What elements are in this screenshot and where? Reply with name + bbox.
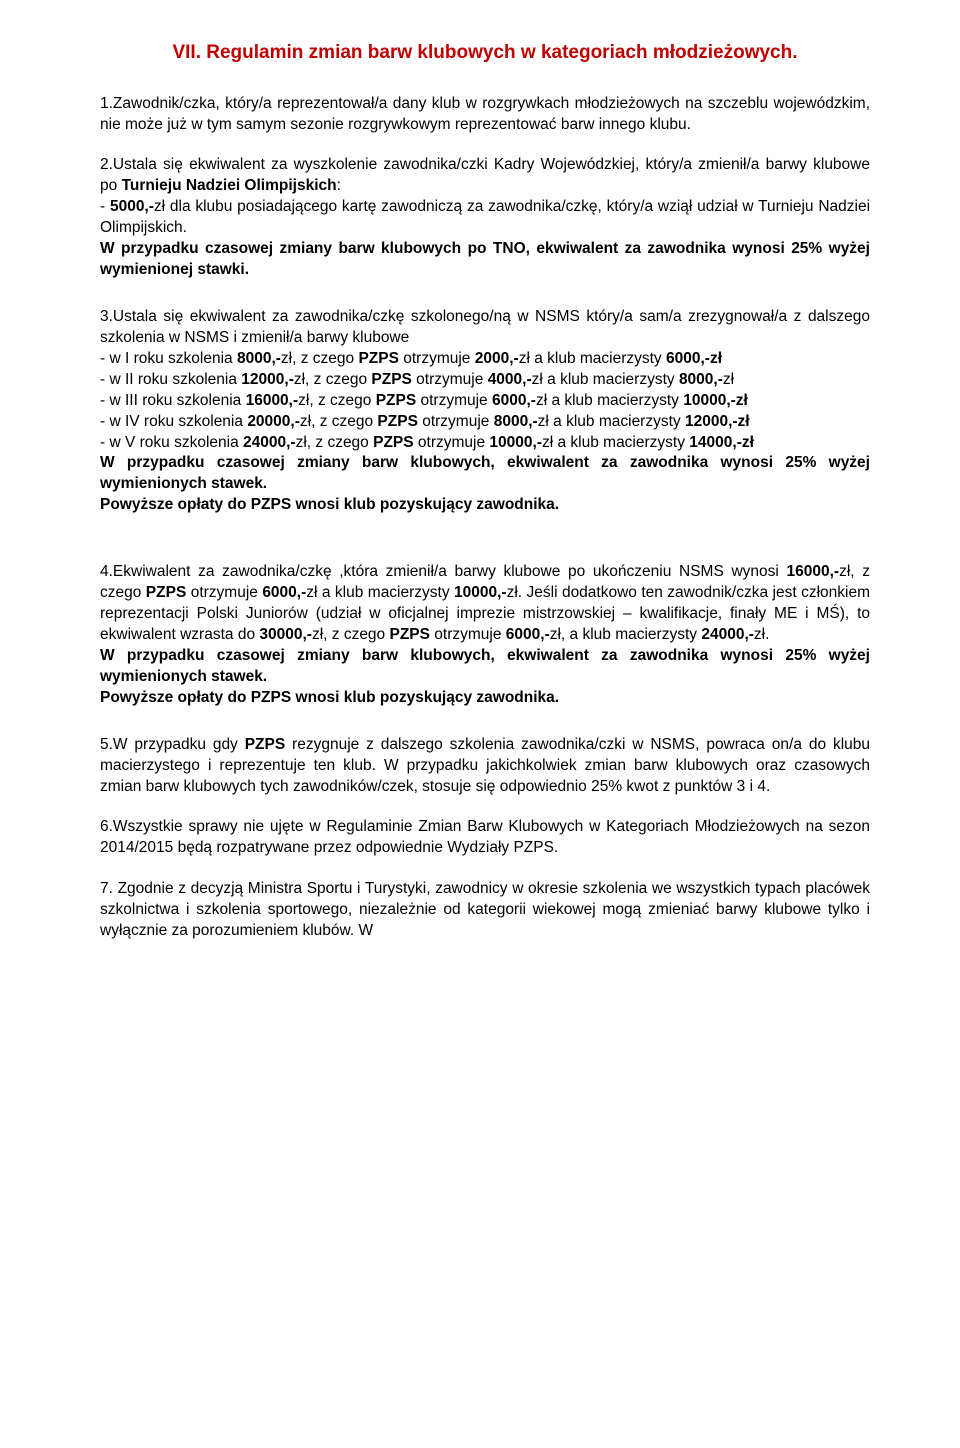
amount: 6000,- bbox=[492, 392, 536, 409]
amount: 20000,- bbox=[247, 413, 300, 430]
org: PZPS bbox=[358, 350, 398, 367]
org: PZPS bbox=[389, 626, 429, 643]
text: otrzymuje bbox=[399, 350, 475, 367]
amount: 2000,- bbox=[475, 350, 519, 367]
org: PZPS bbox=[371, 371, 411, 388]
text: otrzymuje bbox=[416, 392, 492, 409]
amount: 5000,- bbox=[110, 198, 154, 215]
text: 4.Ekwiwalent za zawodnika/czkę ,która zm… bbox=[100, 563, 787, 580]
text: zł, z czego bbox=[281, 350, 359, 367]
section-title: VII. Regulamin zmian barw klubowych w ka… bbox=[100, 40, 870, 66]
text-bold: Turnieju Nadziei Olimpijskich bbox=[122, 177, 337, 194]
text-bold: Powyższe opłaty do PZPS wnosi klub pozys… bbox=[100, 689, 559, 706]
text: otrzymuje bbox=[418, 413, 494, 430]
amount: 16000,- bbox=[787, 563, 840, 580]
text: zł, z czego bbox=[300, 413, 378, 430]
text: otrzymuje bbox=[430, 626, 506, 643]
amount: 6000,-zł bbox=[666, 350, 722, 367]
text: zł, z czego bbox=[298, 392, 376, 409]
amount: 10000,-zł bbox=[683, 392, 748, 409]
text: zł bbox=[723, 371, 734, 388]
text: zł, z czego bbox=[312, 626, 390, 643]
text: zł. bbox=[507, 584, 527, 601]
text: - w II roku szkolenia bbox=[100, 371, 241, 388]
text-bold: Powyższe opłaty do PZPS wnosi klub pozys… bbox=[100, 496, 559, 513]
text: zł a klub macierzysty bbox=[542, 434, 689, 451]
text: 5.W przypadku gdy bbox=[100, 736, 245, 753]
amount: 16000,- bbox=[246, 392, 299, 409]
text: otrzymuje bbox=[414, 434, 490, 451]
amount: 14000,-zł bbox=[689, 434, 754, 451]
amount: 4000,- bbox=[488, 371, 532, 388]
amount: 30000,- bbox=[259, 626, 312, 643]
org: PZPS bbox=[376, 392, 416, 409]
org: PZPS bbox=[146, 584, 186, 601]
org: PZPS bbox=[245, 736, 285, 753]
text: zł a klub macierzysty bbox=[532, 371, 679, 388]
amount: 12000,- bbox=[241, 371, 294, 388]
text: - w V roku szkolenia bbox=[100, 434, 243, 451]
text-bold: W przypadku czasowej zmiany barw klubowy… bbox=[100, 454, 870, 492]
text: otrzymuje bbox=[412, 371, 488, 388]
text: zł dla klubu posiadającego kartę zawodni… bbox=[100, 198, 870, 236]
text: - w III roku szkolenia bbox=[100, 392, 246, 409]
text: zł a klub macierzysty bbox=[519, 350, 666, 367]
amount: 24000,- bbox=[701, 626, 754, 643]
amount: 10000,- bbox=[454, 584, 507, 601]
text: otrzymuje bbox=[186, 584, 262, 601]
paragraph-2: 2.Ustala się ekwiwalent za wyszkolenie z… bbox=[100, 155, 870, 281]
amount: 8000,- bbox=[237, 350, 281, 367]
text: : bbox=[337, 177, 341, 194]
amount: 6000,- bbox=[506, 626, 550, 643]
amount: 8000,- bbox=[679, 371, 723, 388]
text: - w IV roku szkolenia bbox=[100, 413, 247, 430]
org: PZPS bbox=[377, 413, 417, 430]
amount: 24000,- bbox=[243, 434, 296, 451]
text: zł a klub macierzysty bbox=[536, 392, 683, 409]
text: zł a klub macierzysty bbox=[538, 413, 685, 430]
text: zł, a klub macierzysty bbox=[550, 626, 702, 643]
org: PZPS bbox=[373, 434, 413, 451]
text: 3.Ustala się ekwiwalent za zawodnika/czk… bbox=[100, 308, 870, 346]
amount: 10000,- bbox=[489, 434, 542, 451]
amount: 6000,- bbox=[262, 584, 306, 601]
paragraph-1: 1.Zawodnik/czka, który/a reprezentował/a… bbox=[100, 94, 870, 136]
text: zł a klub macierzysty bbox=[306, 584, 454, 601]
paragraph-3: 3.Ustala się ekwiwalent za zawodnika/czk… bbox=[100, 307, 870, 516]
text-bold: W przypadku czasowej zmiany barw klubowy… bbox=[100, 240, 870, 278]
text-bold: W przypadku czasowej zmiany barw klubowy… bbox=[100, 647, 870, 685]
text: zł, z czego bbox=[294, 371, 372, 388]
paragraph-7: 7. Zgodnie z decyzją Ministra Sportu i T… bbox=[100, 879, 870, 942]
paragraph-5: 5.W przypadku gdy PZPS rezygnuje z dalsz… bbox=[100, 735, 870, 798]
text: - bbox=[100, 198, 110, 215]
text: zł. bbox=[754, 626, 770, 643]
amount: 12000,-zł bbox=[685, 413, 750, 430]
text: - w I roku szkolenia bbox=[100, 350, 237, 367]
paragraph-6: 6.Wszystkie sprawy nie ujęte w Regulamin… bbox=[100, 817, 870, 859]
paragraph-4: 4.Ekwiwalent za zawodnika/czkę ,która zm… bbox=[100, 562, 870, 708]
text: zł, z czego bbox=[296, 434, 374, 451]
amount: 8000,- bbox=[494, 413, 538, 430]
